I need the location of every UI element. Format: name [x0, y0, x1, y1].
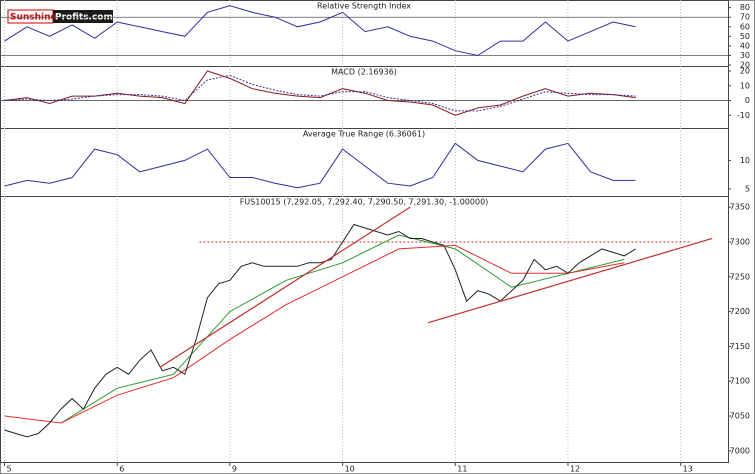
logo-box-dark [53, 10, 113, 23]
x-tick-label: 6 [119, 465, 124, 474]
series-line [4, 142, 636, 189]
x-tick-label: 10 [345, 465, 355, 474]
y-tick-label: 7200 [730, 307, 750, 316]
y-tick-label: 60 [740, 22, 750, 31]
y-tick-label: 10 [740, 81, 750, 90]
y-tick-label: 7050 [730, 412, 750, 421]
series-line [4, 223, 636, 438]
panel-title: Average True Range (6.36061) [303, 130, 425, 139]
panel [0, 196, 729, 463]
series-line [4, 70, 636, 116]
panel-title: Relative Strength Index [317, 2, 411, 11]
y-tick-label: 20 [740, 67, 750, 76]
series-line [4, 74, 636, 112]
y-tick-label: 50 [740, 32, 750, 41]
y-tick-label: 7000 [730, 446, 750, 455]
y-tick-label: 30 [740, 51, 750, 60]
x-tick-label: 12 [570, 465, 580, 474]
y-tick-label: 70 [740, 13, 750, 22]
moving-average [4, 244, 625, 424]
y-tick-label: 20 [740, 61, 750, 70]
y-tick-label: 10 [740, 156, 750, 165]
series-line [4, 5, 636, 57]
x-tick-label: 5 [7, 465, 12, 474]
y-tick-label: 40 [740, 41, 750, 50]
x-tick-label: 11 [457, 465, 467, 474]
panel-title: FUS10015 (7,292.05, 7,292.40, 7,290.50, … [240, 198, 489, 207]
x-tick-label: 9 [232, 465, 237, 474]
y-tick-label: 7350 [730, 203, 750, 212]
y-tick-label: 7100 [730, 377, 750, 386]
y-tick-label: 7300 [730, 237, 750, 246]
y-tick-label: 7250 [730, 272, 750, 281]
y-tick-label: 80 [740, 3, 750, 12]
moving-average [60, 234, 625, 424]
y-tick-label: 7150 [730, 342, 750, 351]
panel-title: MACD (2.16936) [331, 68, 397, 77]
y-tick-label: 5 [745, 184, 750, 193]
trendline [428, 237, 713, 324]
y-tick-label: 0 [745, 96, 750, 105]
trendline [159, 206, 411, 368]
x-tick-label: 13 [683, 465, 693, 474]
y-tick-label: -10 [737, 111, 750, 120]
